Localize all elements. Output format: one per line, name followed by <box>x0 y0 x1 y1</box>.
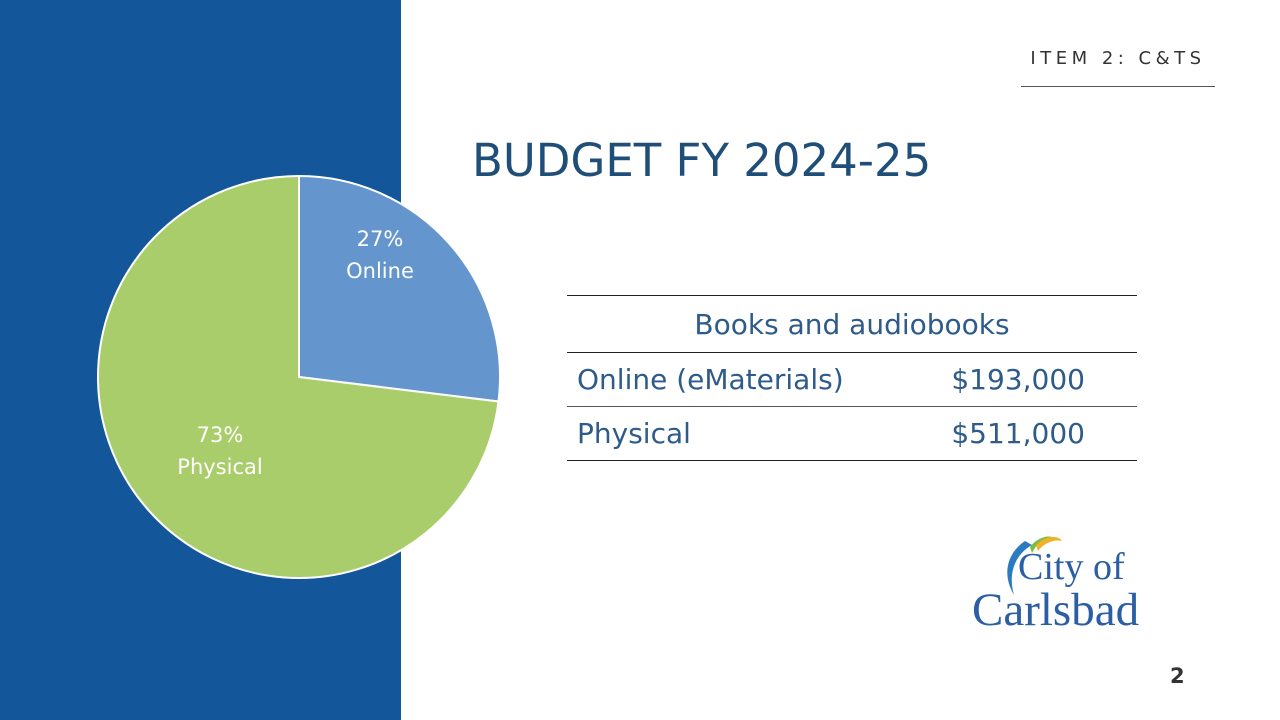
logo-text-city-of: City of <box>1018 546 1125 588</box>
table-row: Physical $511,000 <box>567 406 1137 461</box>
online-percent: 27% <box>356 227 404 251</box>
pie-label-physical: 73% Physical <box>160 419 280 483</box>
pie-slice-physical <box>96 174 500 579</box>
item-tag-underline <box>1021 86 1215 87</box>
row-value-online: $193,000 <box>951 352 1137 407</box>
row-label-physical: Physical <box>567 406 952 461</box>
city-logo-swoosh-icon <box>1007 536 1062 595</box>
row-label-online: Online (eMaterials) <box>567 352 952 407</box>
slide-title: BUDGET FY 2024-25 <box>472 134 932 187</box>
online-name: Online <box>346 259 414 283</box>
row-value-physical: $511,000 <box>951 406 1137 461</box>
physical-name: Physical <box>177 455 263 479</box>
page-number: 2 <box>1170 664 1185 688</box>
physical-percent: 73% <box>196 423 244 447</box>
pie-label-online: 27% Online <box>330 223 430 287</box>
item-tag: ITEM 2: C&TS <box>1030 48 1206 69</box>
table-row: Online (eMaterials) $193,000 <box>567 352 1137 407</box>
logo-text-carlsbad: Carlsbad <box>972 584 1140 636</box>
pie-slice-online <box>298 174 501 403</box>
table-header: Books and audiobooks <box>567 295 1137 353</box>
budget-table: Books and audiobooks Online (eMaterials)… <box>567 295 1137 461</box>
